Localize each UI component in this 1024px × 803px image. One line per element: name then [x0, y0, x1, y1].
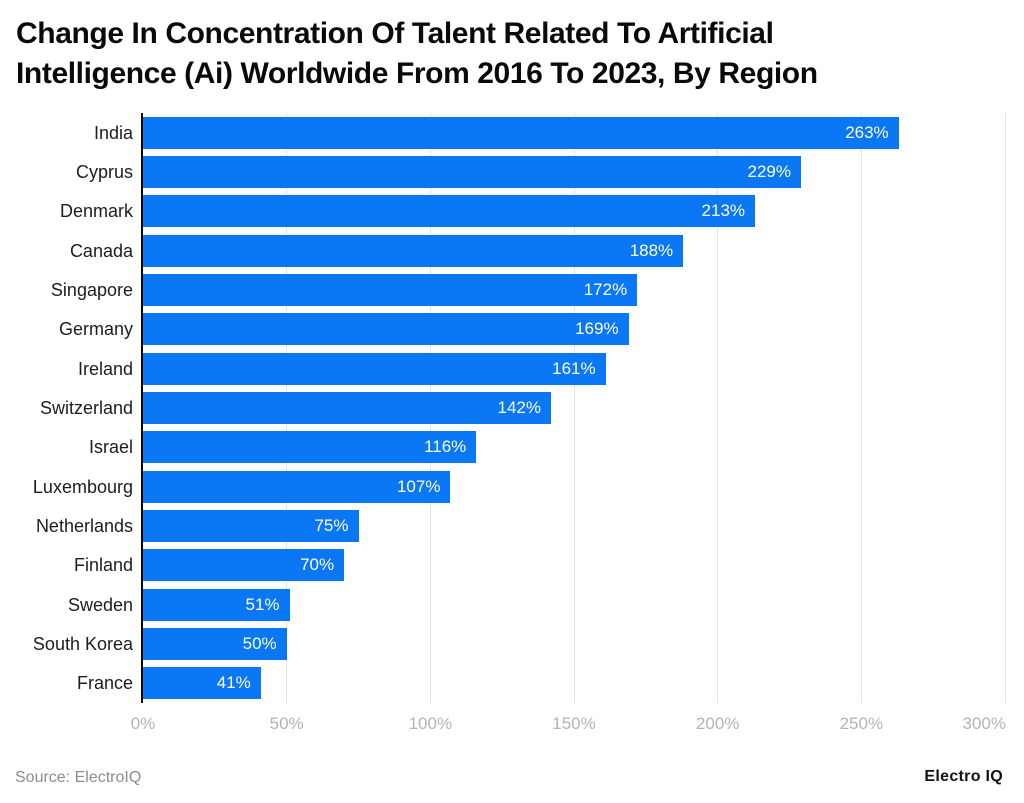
bar-denmark: 213% [143, 195, 756, 228]
bar-france: 41% [143, 667, 261, 700]
electroiq-logo: Electro IQ [924, 768, 1003, 785]
gridline-150 [573, 113, 575, 703]
bar-value-label-germany: 169% [575, 319, 619, 339]
gridline-250 [860, 113, 862, 703]
x-tick-label-100: 100% [408, 714, 453, 733]
bar-value-label-sweden: 51% [245, 594, 280, 614]
x-tick-label-50: 50% [269, 714, 304, 733]
category-label-finland: Finland [73, 555, 133, 576]
bar-value-label-finland: 70% [300, 555, 335, 575]
bar-value-label-france: 41% [216, 673, 251, 693]
category-label-singapore: Singapore [50, 280, 133, 300]
x-tick-label-250: 250% [839, 714, 884, 733]
category-label-ireland: Ireland [77, 358, 133, 379]
category-label-netherlands: Netherlands [35, 516, 133, 536]
chart-title-line-1: Change In Concentration Of Talent Relate… [16, 17, 774, 50]
chart-title: Change In Concentration Of Talent Relate… [16, 14, 1001, 94]
bar-value-label-india: 263% [845, 122, 889, 142]
bar-luxembourg: 107% [143, 470, 451, 503]
bar-south-korea: 50% [143, 628, 287, 660]
y-axis-line [141, 113, 143, 703]
category-label-luxembourg: Luxembourg [32, 476, 133, 497]
gridline-200 [717, 113, 719, 703]
category-label-switzerland: Switzerland [39, 398, 133, 418]
chart-title-line-2: Intelligence (Ai) Worldwide From 2016 To… [16, 57, 818, 90]
category-label-south-korea: South Korea [32, 634, 133, 654]
category-label-cyprus: Cyprus [75, 162, 133, 182]
gridline-300 [1004, 113, 1006, 703]
x-tick-label-300: 300% [962, 714, 1006, 733]
bar-singapore: 172% [143, 274, 638, 306]
bar-value-label-south-korea: 50% [242, 634, 277, 653]
x-tick-label-0: 0% [130, 714, 156, 733]
bar-value-label-israel: 116% [424, 437, 467, 457]
bar-value-label-netherlands: 75% [314, 516, 349, 535]
category-label-sweden: Sweden [67, 594, 133, 615]
category-label-india: India [93, 122, 133, 143]
category-label-canada: Canada [69, 240, 133, 261]
bar-ireland: 161% [143, 352, 606, 385]
bar-israel: 116% [143, 431, 477, 464]
x-tick-label-150: 150% [552, 714, 596, 733]
source-text: Source: ElectroIQ [15, 769, 142, 786]
bar-value-label-switzerland: 142% [497, 398, 541, 417]
bar-value-label-luxembourg: 107% [396, 476, 441, 496]
bar-value-label-denmark: 213% [701, 201, 746, 221]
category-label-germany: Germany [58, 319, 133, 340]
bar-finland: 70% [143, 549, 345, 582]
category-label-israel: Israel [88, 437, 133, 458]
bar-value-label-cyprus: 229% [747, 162, 791, 181]
bar-germany: 169% [143, 313, 629, 346]
category-label-france: France [76, 673, 133, 694]
bar-value-label-singapore: 172% [583, 280, 628, 299]
bar-value-label-canada: 188% [629, 240, 674, 260]
bar-canada: 188% [143, 234, 684, 267]
bar-sweden: 51% [143, 588, 290, 621]
bar-india: 263% [143, 116, 899, 149]
bar-cyprus: 229% [143, 156, 801, 188]
bar-value-label-ireland: 161% [552, 358, 596, 378]
category-label-denmark: Denmark [59, 201, 133, 222]
x-tick-label-200: 200% [695, 714, 740, 733]
bar-netherlands: 75% [143, 510, 359, 542]
bar-switzerland: 142% [143, 392, 551, 424]
